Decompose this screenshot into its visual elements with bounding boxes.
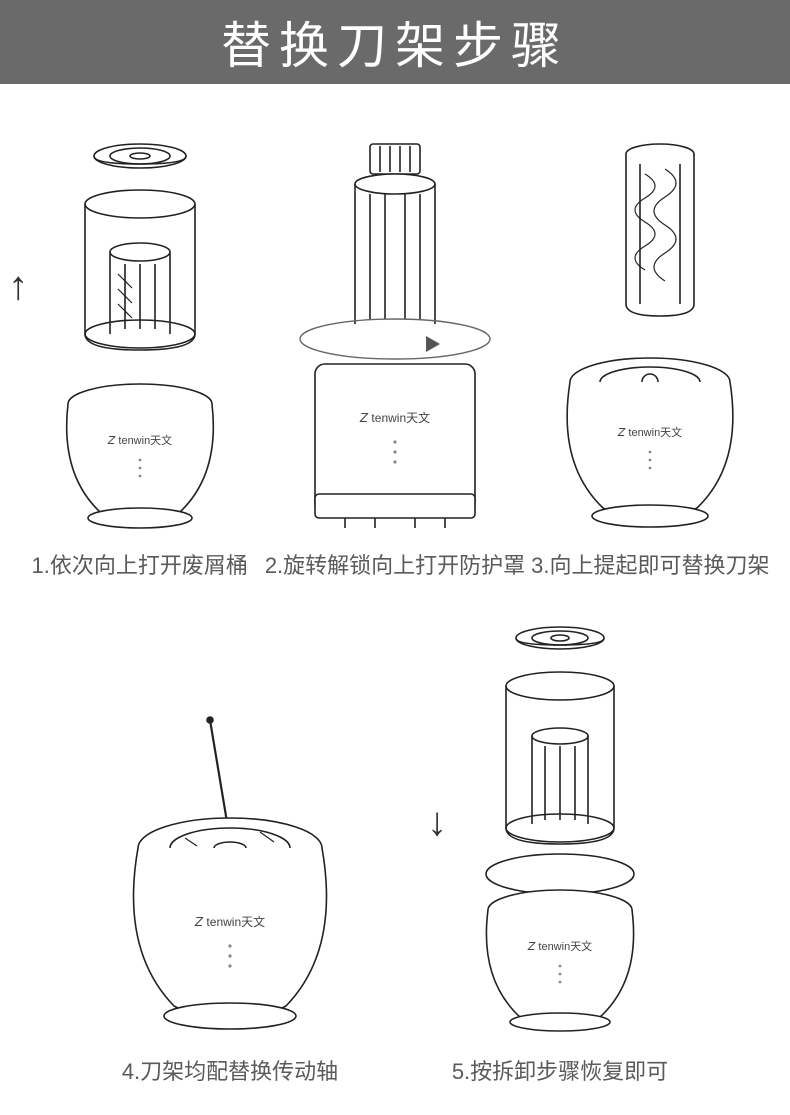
brand-label: 𝘡 tenwin天文 (106, 433, 171, 447)
brand-label: 𝘡 tenwin天文 (527, 939, 592, 953)
step-5-illustration: ↓ (415, 620, 705, 1040)
brand-label: 𝘡 tenwin天文 (359, 410, 430, 425)
brand-label: 𝘡 tenwin天文 (194, 914, 265, 929)
step-1-caption: 1.依次向上打开废屑桶 (31, 548, 247, 580)
up-arrow-icon: ↑ (8, 264, 28, 309)
sharpener-exploded-icon: 𝘡 tenwin天文 (40, 134, 240, 534)
step-2: 𝘡 tenwin天文 2.旋转解锁向上打开防护罩 (267, 134, 522, 580)
step-5: ↓ (415, 620, 705, 1086)
step-4: 𝘡 tenwin天文 4.刀架均配替换传动轴 (85, 680, 375, 1086)
step-3-illustration: 𝘡 tenwin天文 (523, 134, 778, 534)
step-1: ↑ (12, 134, 267, 580)
steps-grid: ↑ (0, 84, 790, 1086)
step-1-illustration: ↑ (12, 134, 267, 534)
step-4-caption: 4.刀架均配替换传动轴 (122, 1054, 338, 1086)
step-3: 𝘡 tenwin天文 3.向上提起即可替换刀架 (523, 134, 778, 580)
sharpener-shaft-icon: 𝘡 tenwin天文 (100, 710, 360, 1040)
brand-label: 𝘡 tenwin天文 (617, 425, 682, 439)
step-4-illustration: 𝘡 tenwin天文 (85, 680, 375, 1040)
row-2: 𝘡 tenwin天文 4.刀架均配替换传动轴 ↓ (12, 620, 778, 1086)
step-2-illustration: 𝘡 tenwin天文 (267, 134, 522, 534)
row-1: ↑ (12, 134, 778, 580)
sharpener-rotate-icon: 𝘡 tenwin天文 (290, 134, 500, 534)
header-bar: 替换刀架步骤 (0, 0, 790, 84)
step-2-caption: 2.旋转解锁向上打开防护罩 (265, 548, 525, 580)
page-title: 替换刀架步骤 (221, 6, 569, 78)
step-3-caption: 3.向上提起即可替换刀架 (531, 548, 769, 580)
sharpener-reassemble-icon: 𝘡 tenwin天文 (455, 620, 665, 1040)
sharpener-lift-blade-icon: 𝘡 tenwin天文 (545, 134, 755, 534)
step-5-caption: 5.按拆卸步骤恢复即可 (452, 1054, 668, 1086)
down-arrow-icon: ↓ (427, 800, 447, 845)
